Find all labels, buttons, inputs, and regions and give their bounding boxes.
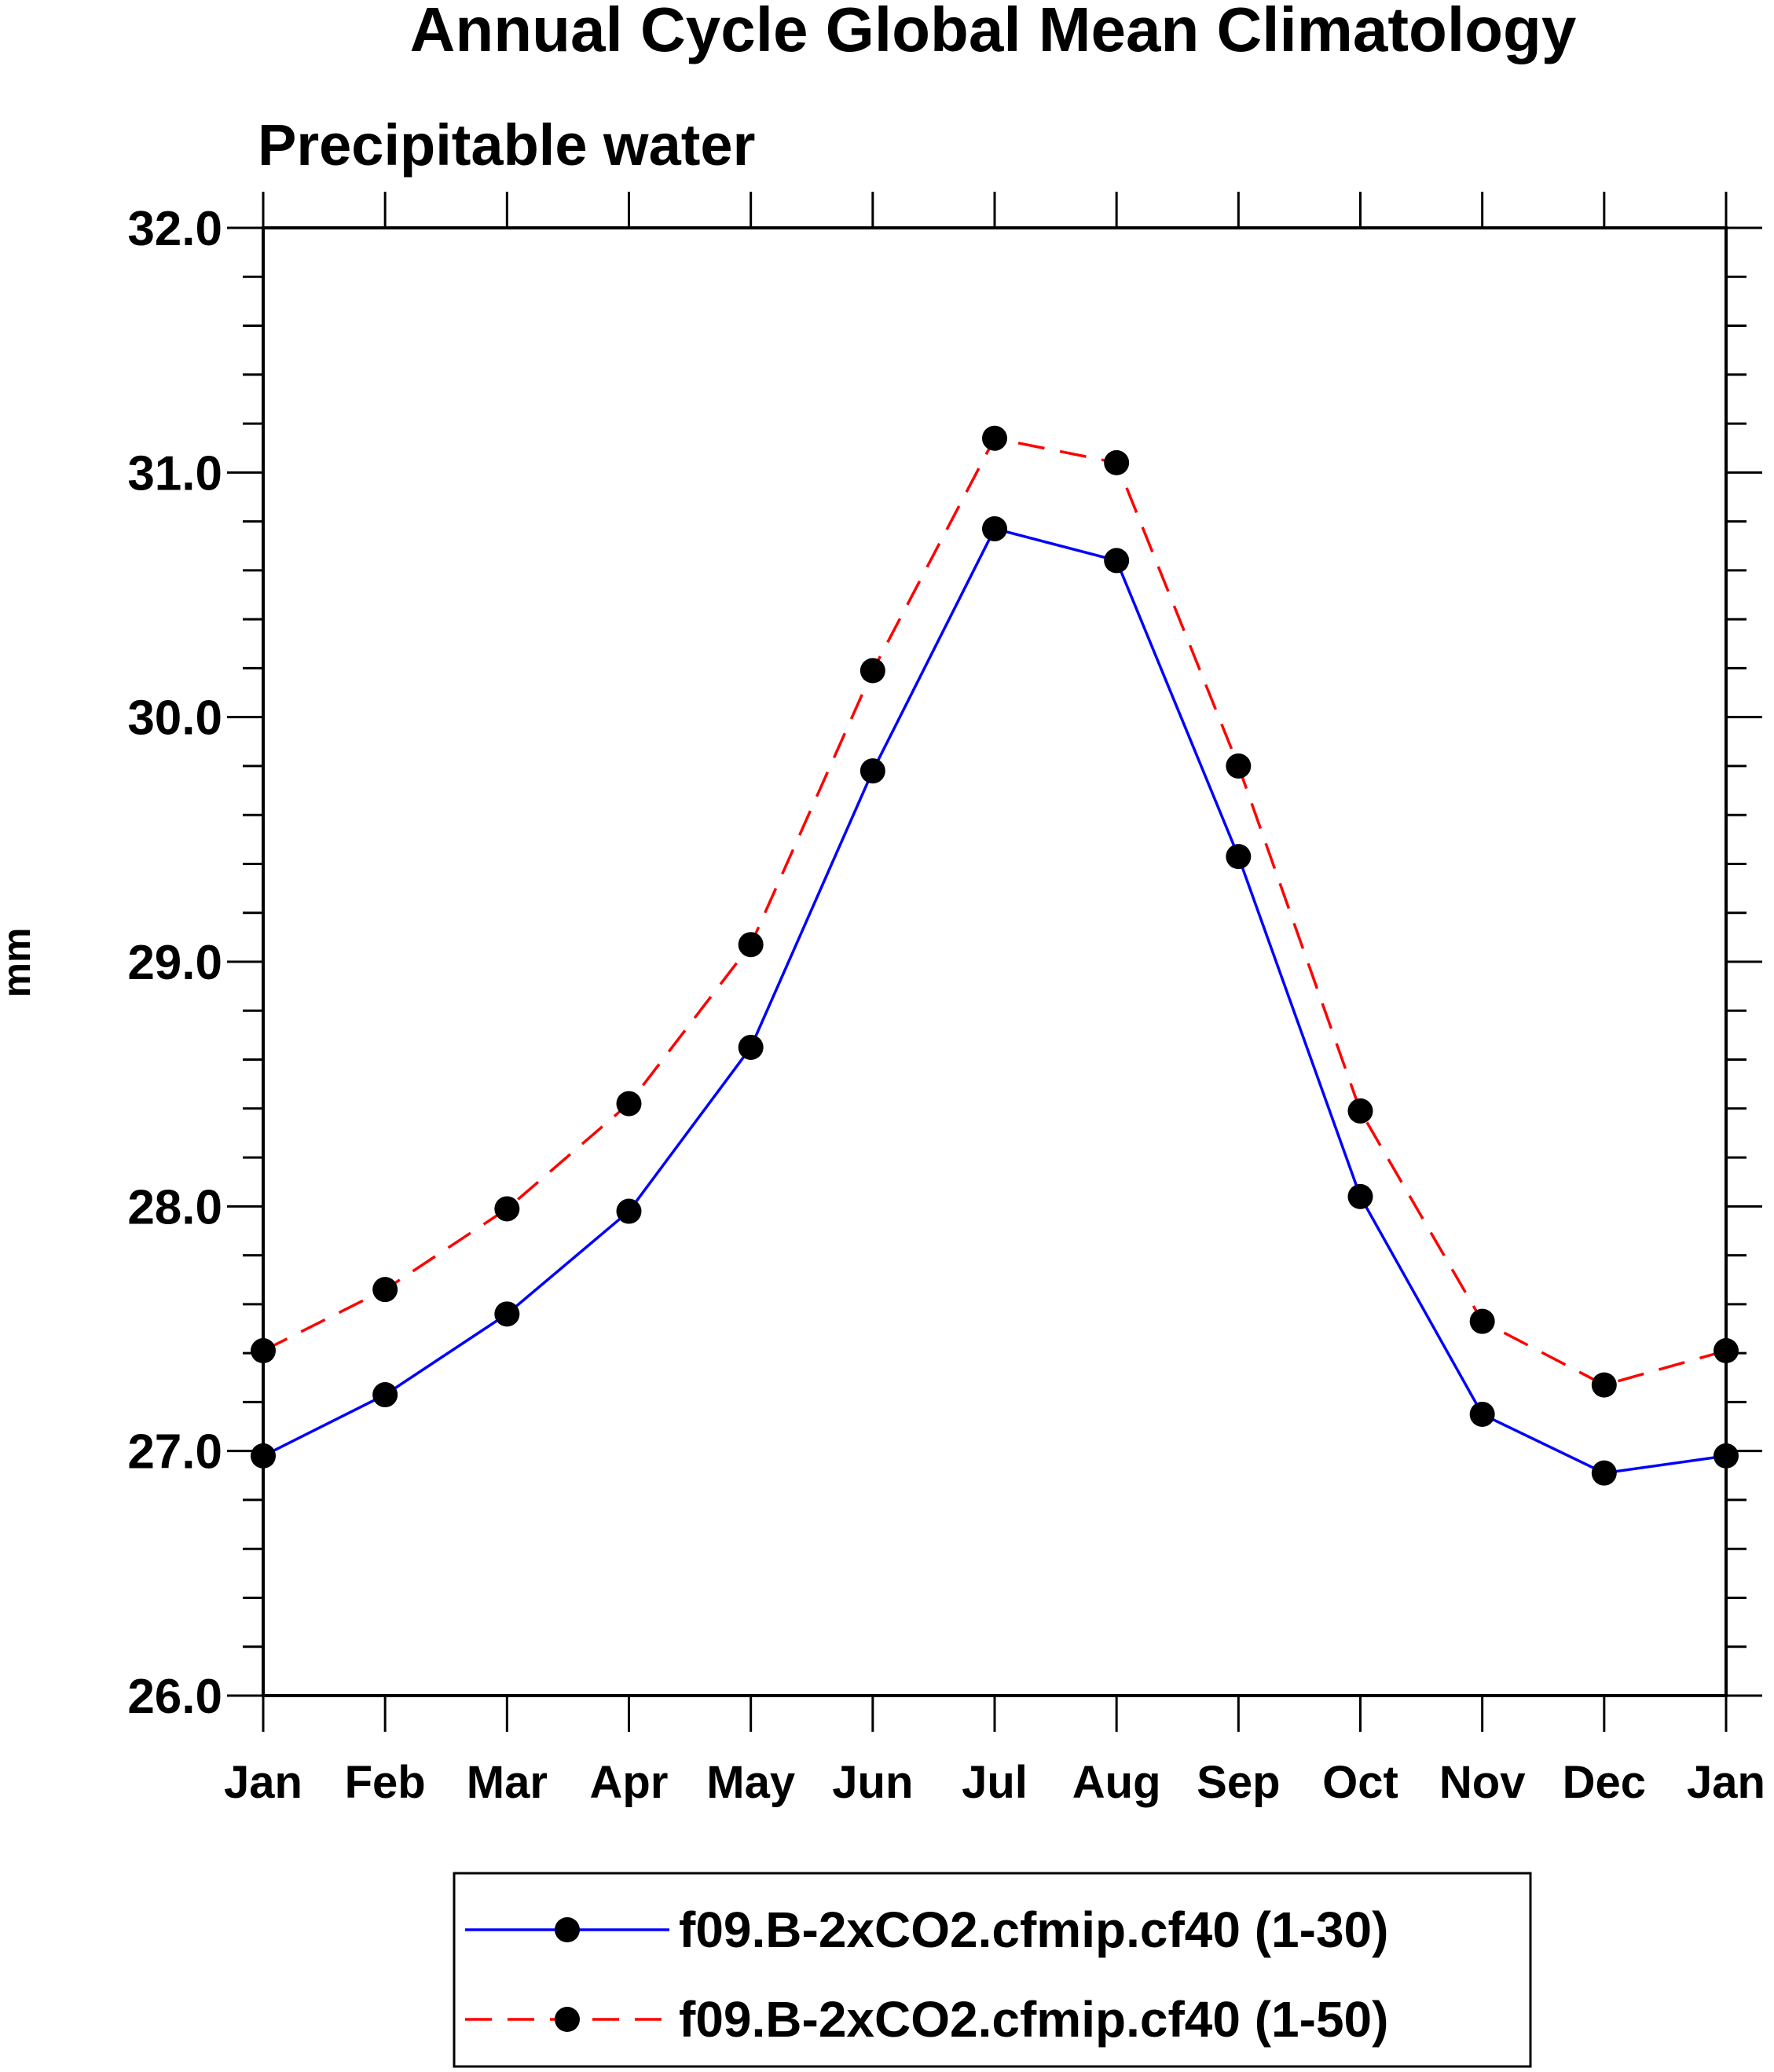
series-1-point — [1226, 844, 1252, 870]
x-tick-label: Jan — [224, 1757, 302, 1808]
series-2-point — [1591, 1372, 1617, 1398]
x-tick-label: Jan — [1687, 1757, 1765, 1808]
y-tick-label: 30.0 — [127, 691, 222, 746]
series-1-point — [1104, 548, 1130, 574]
legend-marker-1 — [555, 1917, 580, 1942]
series-1-point — [1469, 1401, 1495, 1427]
y-tick-label: 27.0 — [127, 1425, 222, 1480]
series-2-point — [372, 1277, 398, 1303]
series-2-point — [1104, 449, 1130, 475]
plot-area: 26.0 27.0 28.0 29.0 30.0 31.0 32.0 Jan Feb Mar Apr… — [127, 192, 1765, 1808]
series-1-point — [251, 1443, 276, 1469]
legend: f09.B-2xCO2.cfmip.cf40 (1-30) f09.B-2xCO2… — [453, 1872, 1532, 2068]
series-line-1 — [262, 526, 1727, 1475]
series-2-point — [1469, 1308, 1495, 1334]
y-tick-label: 32.0 — [127, 202, 222, 256]
series-1-point — [494, 1301, 520, 1327]
legend-box — [453, 1872, 1532, 2068]
series-2-point — [860, 658, 885, 684]
series-2-point — [616, 1091, 642, 1117]
x-tick-label: Aug — [1072, 1757, 1161, 1808]
series-1-point — [860, 758, 885, 784]
legend-marker-2 — [555, 2007, 580, 2032]
legend-label-1: f09.B-2xCO2.cfmip.cf40 (1-30) — [679, 1901, 1388, 1958]
series-2-point — [982, 425, 1007, 451]
series-1-point — [1591, 1460, 1617, 1486]
series-1-point — [1347, 1183, 1373, 1209]
series-2-point — [1226, 753, 1252, 779]
legend-label-2: f09.B-2xCO2.cfmip.cf40 (1-50) — [679, 1991, 1388, 2048]
chart-subtitle: Precipitable water — [258, 112, 755, 178]
y-tick-label: 31.0 — [127, 446, 222, 501]
series-2-point — [251, 1338, 276, 1364]
x-tick-label: Sep — [1197, 1757, 1280, 1808]
y-tick-label: 29.0 — [127, 936, 222, 990]
x-tick-label: Dec — [1563, 1757, 1646, 1808]
series-1-point — [1714, 1443, 1739, 1469]
series-2-point — [1714, 1338, 1739, 1364]
series-2-point — [738, 932, 764, 958]
x-tick-label: Nov — [1439, 1757, 1526, 1808]
x-tick-label: Apr — [590, 1757, 669, 1808]
series-2-point — [1347, 1098, 1373, 1124]
y-tick-label: 26.0 — [127, 1670, 222, 1724]
series-line-2 — [262, 436, 1727, 1387]
series-1-point — [372, 1382, 398, 1408]
x-tick-label: Oct — [1322, 1757, 1398, 1808]
x-tick-label: Mar — [467, 1757, 548, 1808]
x-tick-label: Jul — [962, 1757, 1028, 1808]
series-1-point — [616, 1198, 642, 1224]
y-tick-label: 28.0 — [127, 1180, 222, 1234]
chart-title: Annual Cycle Global Mean Climatology — [410, 0, 1577, 64]
x-tick-label: May — [706, 1757, 795, 1808]
series-1-point — [982, 515, 1007, 541]
x-tick-label: Jun — [832, 1757, 913, 1808]
y-axis-label: mm — [0, 928, 38, 998]
series-1-point — [738, 1034, 764, 1060]
x-tick-label: Feb — [345, 1757, 426, 1808]
series-2-point — [494, 1196, 520, 1222]
